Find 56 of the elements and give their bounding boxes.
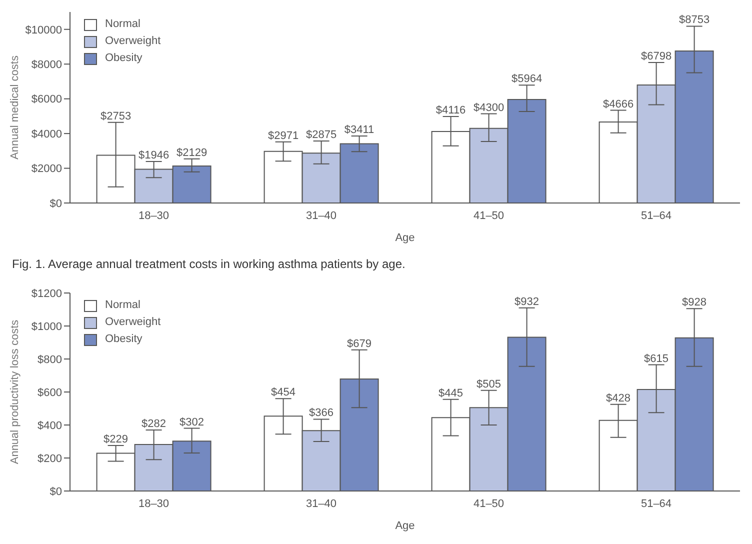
y-axis-title: Annual medical costs [8,55,21,160]
data-label: $302 [180,416,204,428]
x-tick-label: 51–64 [640,498,672,510]
x-tick-label: 51–64 [640,210,672,222]
x-tick-label: 41–50 [473,210,504,222]
y-tick-label: $600 [38,386,62,399]
data-label: $2753 [100,110,132,122]
data-label: $4300 [474,102,504,114]
data-label: $615 [644,352,669,365]
y-tick-label: $4000 [31,128,62,140]
data-label: $2875 [306,129,337,142]
data-label: $4116 [436,104,466,117]
legend-label: Overweight [105,315,161,330]
x-tick-label: 18–30 [138,498,170,510]
x-axis-title: Age [395,520,415,532]
y-tick-label: $200 [38,452,62,465]
data-label: $2971 [268,130,299,142]
x-tick-label: 31–40 [306,210,337,222]
y-tick-label: $2000 [31,163,62,176]
y-tick-label: $800 [38,354,62,366]
legend-label: Normal [105,298,140,313]
data-label: $8753 [679,14,710,26]
y-tick-label: $1200 [31,288,62,300]
data-label: $282 [142,418,166,430]
legend-label: Obesity [105,332,142,347]
data-label: $3411 [344,124,374,136]
data-label: $932 [514,296,540,308]
x-tick-label: 31–40 [306,498,337,510]
legend-label: Obesity [105,51,142,66]
y-tick-label: $6000 [31,94,62,106]
data-label: $928 [682,296,707,309]
y-tick-label: $0 [50,486,62,498]
y-tick-label: $400 [38,420,62,432]
y-tick-label: $8000 [31,58,62,71]
y-axis-title: Annual productivity loss costs [8,319,21,464]
y-tick-label: $10000 [25,24,62,36]
data-label: $4666 [603,98,634,110]
data-label: $679 [347,338,372,350]
data-label: $6798 [641,50,672,63]
caption: Fig. 1. Average annual treatment costs in working asthma patients by age. [11,256,406,273]
data-label: $366 [309,407,334,420]
x-tick-label: 41–50 [473,498,504,510]
x-axis-title: Age [395,232,415,244]
data-label: $445 [438,387,464,400]
x-tick-label: 18–30 [138,210,170,222]
data-label: $1946 [138,150,170,162]
data-label: $454 [271,386,296,399]
data-label: $428 [606,392,631,404]
legend-label: Normal [105,17,140,32]
data-label: $229 [104,433,128,446]
data-label: $2129 [176,146,208,159]
legend-label: Overweight [105,34,161,49]
data-label: $5964 [512,73,542,86]
y-tick-label: $1000 [31,320,62,333]
data-label: $505 [476,378,502,390]
y-tick-label: $0 [50,198,62,210]
